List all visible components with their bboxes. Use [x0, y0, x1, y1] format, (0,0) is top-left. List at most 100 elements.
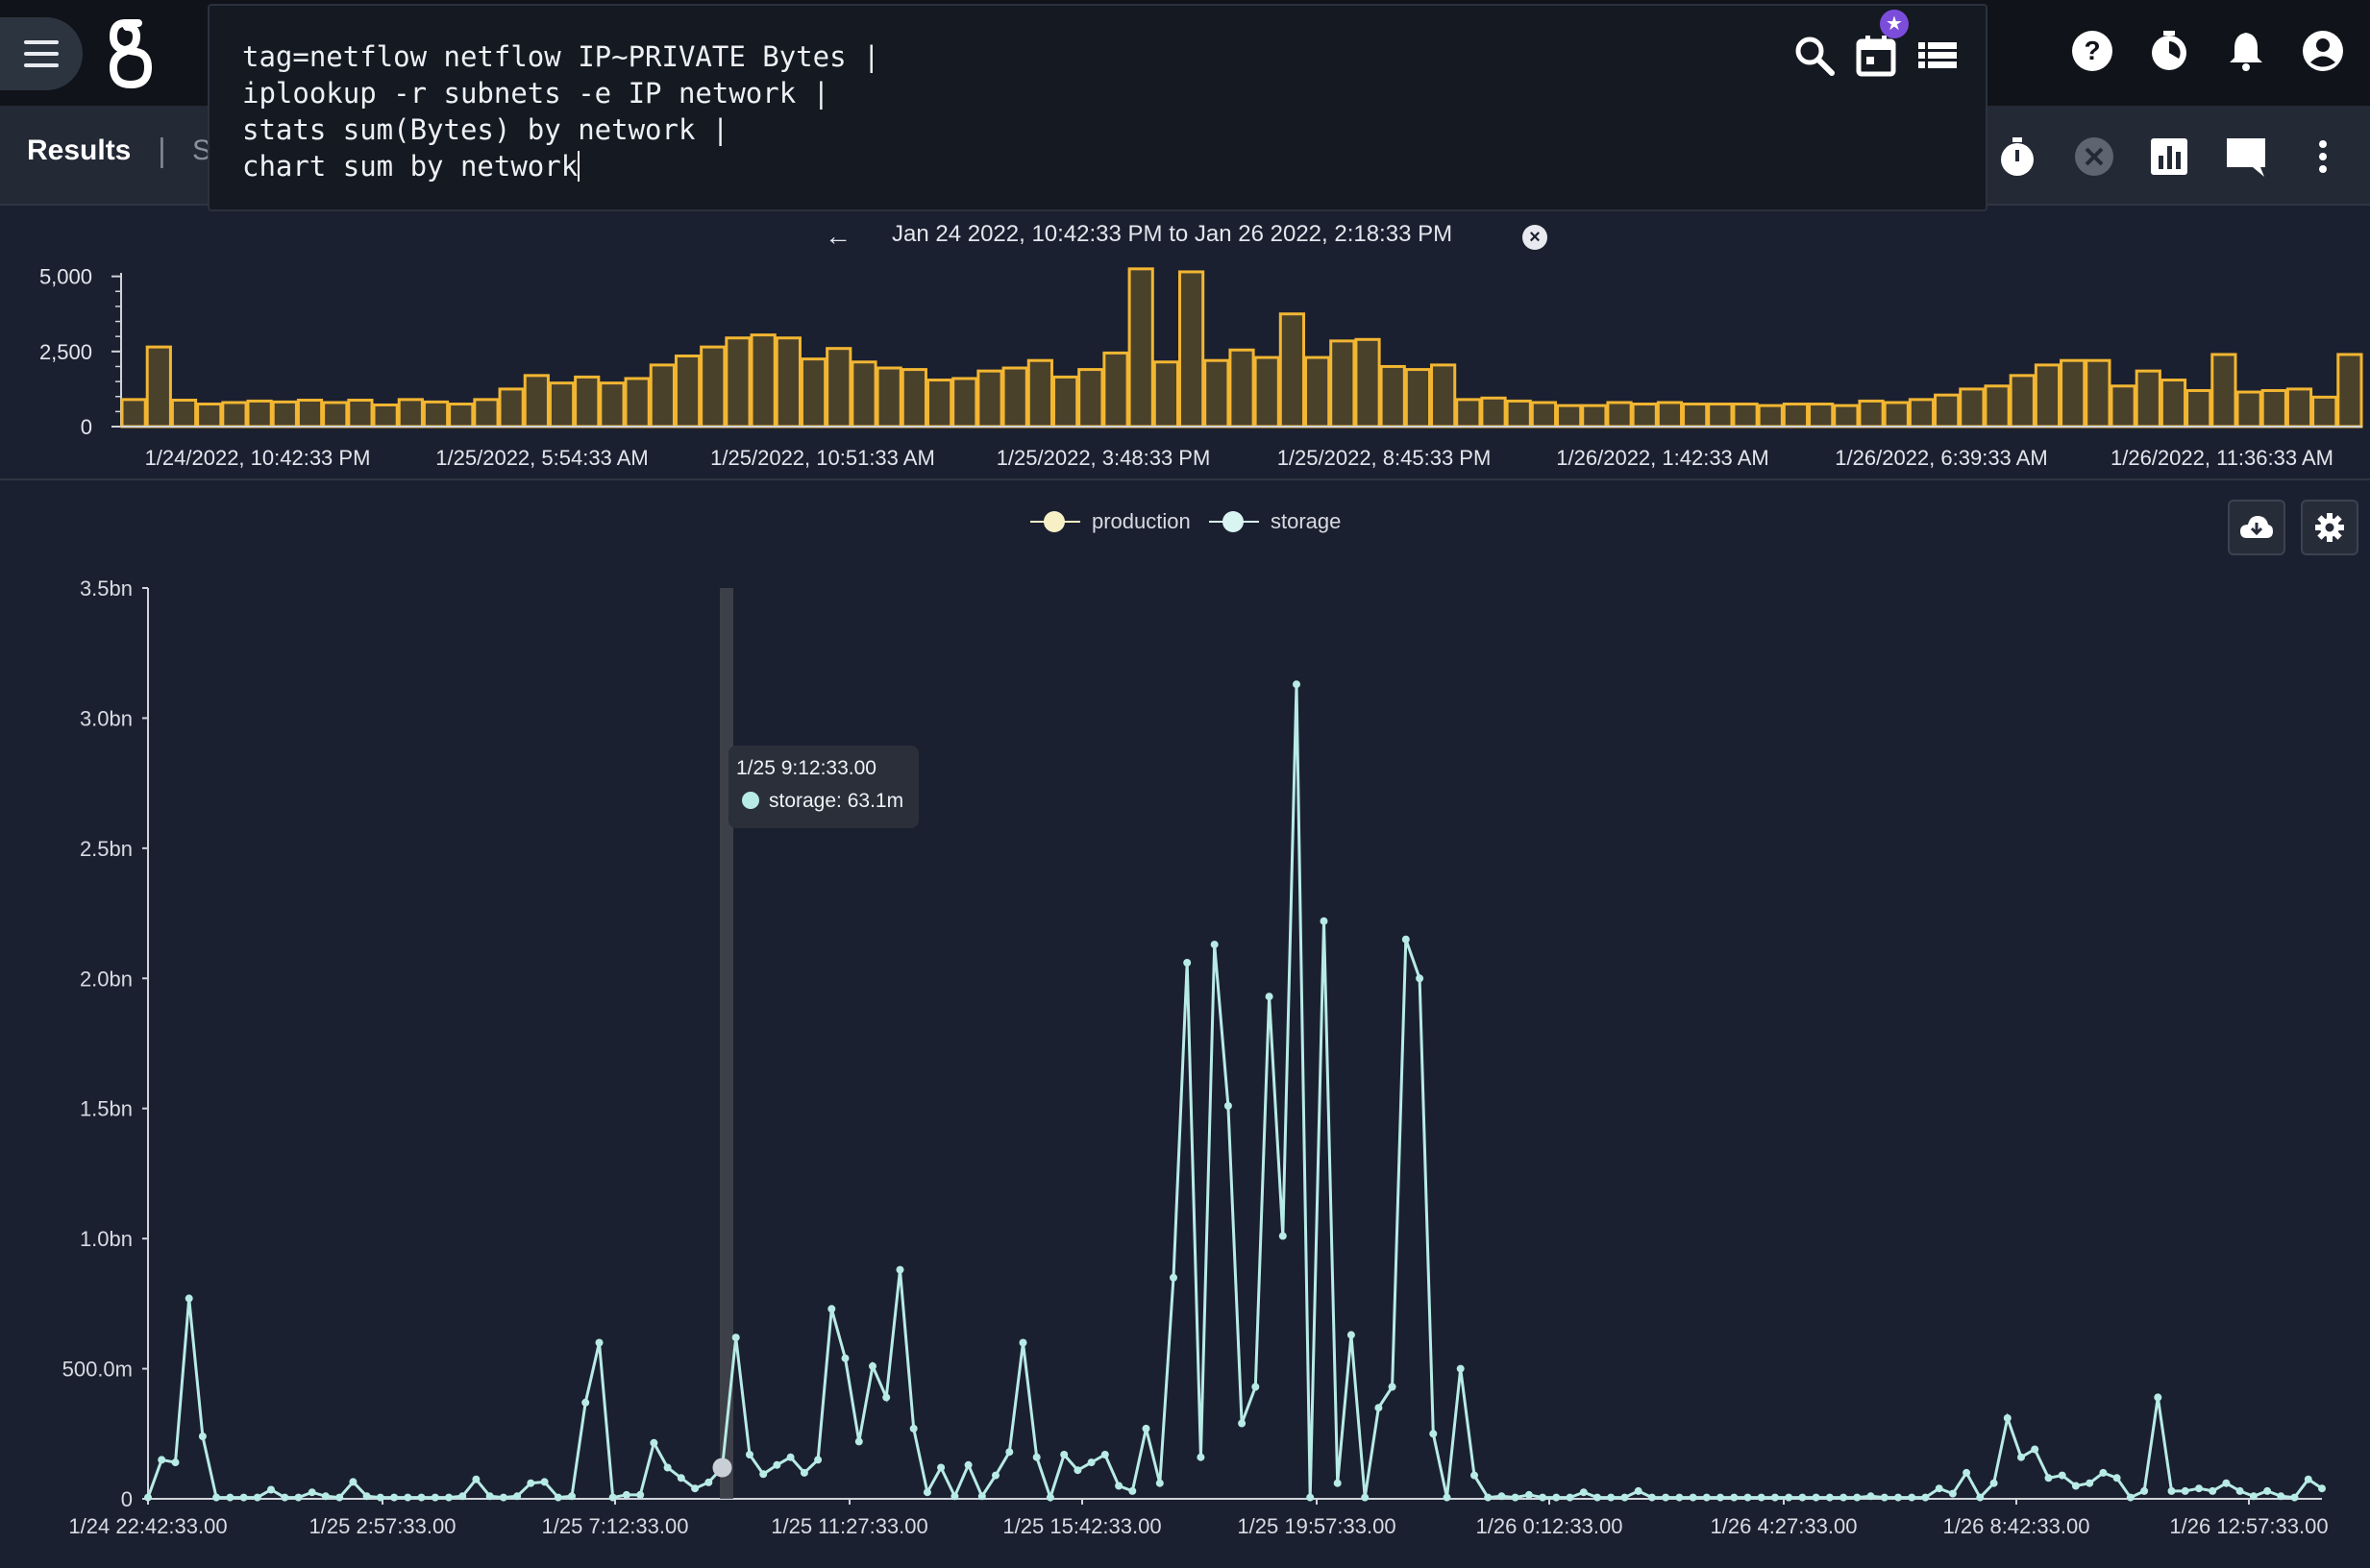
histogram-bar [1152, 360, 1179, 429]
data-point [171, 1458, 180, 1467]
calendar-icon[interactable] [1853, 33, 1899, 79]
data-point [1019, 1338, 1027, 1347]
data-point [458, 1492, 467, 1501]
data-point [2003, 1414, 2012, 1422]
histogram-bar [1102, 351, 1129, 429]
data-point [144, 1493, 152, 1502]
data-point [1880, 1493, 1889, 1502]
back-arrow-icon[interactable]: ← [825, 221, 852, 251]
histogram-bar [1077, 368, 1104, 429]
tab-truncated[interactable]: S [192, 135, 212, 166]
data-point [1456, 1364, 1465, 1373]
histogram-bar [2336, 353, 2363, 429]
tab-results[interactable]: Results [27, 135, 132, 166]
histogram-bar [1631, 403, 1658, 429]
overview-histogram[interactable]: 5,000 2,500 0 1/24/2022, 10:42:33 PM 1/25/20… [0, 254, 2370, 477]
histogram-bar [2034, 363, 2061, 429]
query-line: stats sum(Bytes) by network | [242, 113, 729, 146]
bar-chart-icon[interactable] [2147, 135, 2191, 179]
data-point [786, 1453, 795, 1461]
data-point [390, 1493, 399, 1502]
data-point [1484, 1493, 1493, 1502]
list-icon[interactable] [1914, 33, 1961, 79]
histogram-bar [170, 398, 198, 429]
x-tick-label: 1/26/2022, 1:42:33 AM [1556, 446, 1768, 470]
query-line: tag=netflow netflow IP~PRIVATE Bytes | [242, 40, 880, 73]
legend-item-storage[interactable]: storage [1209, 507, 1341, 536]
more-vert-icon[interactable] [2301, 135, 2345, 179]
timer-icon[interactable] [2147, 29, 2191, 73]
gravwell-logo[interactable] [104, 17, 158, 90]
histogram-bar [1858, 399, 1885, 429]
histogram-bar [1883, 401, 1910, 429]
data-point [896, 1265, 904, 1274]
settings-button[interactable] [2301, 500, 2358, 555]
histogram-bar [2110, 384, 2136, 429]
histogram-bar [1757, 404, 1784, 429]
data-point [1662, 1493, 1670, 1502]
hovered-point [712, 1458, 732, 1478]
x-tick-label: 1/24 22:42:33.00 [68, 1514, 227, 1538]
histogram-bar [750, 333, 777, 429]
cancel-icon[interactable] [2072, 135, 2116, 179]
histogram-bar [1934, 393, 1961, 429]
data-point [1470, 1471, 1478, 1480]
data-point [814, 1456, 823, 1464]
query-line: chart sum by network [242, 150, 579, 183]
query-editor[interactable]: tag=netflow netflow IP~PRIVATE Bytes | i… [208, 4, 1987, 211]
data-point [773, 1460, 781, 1469]
menu-button[interactable] [0, 17, 83, 90]
data-point [212, 1493, 221, 1502]
data-point [431, 1493, 439, 1502]
data-point [540, 1478, 549, 1486]
tooltip-time: 1/25 9:12:33.00 [736, 757, 876, 779]
y-tick-label: 1.5bn [80, 1097, 133, 1121]
legend-item-production[interactable]: production [1030, 507, 1191, 536]
x-tick-label: 1/26/2022, 11:36:33 AM [2111, 446, 2333, 470]
tab-separator: | [158, 133, 166, 169]
stopwatch-icon[interactable] [1995, 135, 2039, 179]
data-point [1251, 1383, 1260, 1391]
data-point [2154, 1393, 2162, 1402]
download-button[interactable] [2228, 500, 2285, 555]
histogram-bar [1203, 358, 1230, 429]
data-point [2195, 1484, 2203, 1493]
x-tick-label: 1/26 8:42:33.00 [1943, 1514, 2090, 1538]
histogram-bar [1556, 404, 1583, 429]
data-point [198, 1433, 207, 1440]
data-point [869, 1361, 876, 1370]
data-point [2209, 1486, 2217, 1495]
bell-icon[interactable] [2224, 29, 2268, 73]
comment-icon[interactable] [2224, 135, 2268, 179]
data-point [854, 1437, 863, 1446]
legend-label: storage [1271, 509, 1342, 533]
main-line-chart[interactable]: 3.5bn 3.0bn 2.5bn 2.0bn 1.5bn 1.0bn 500.0m 0 1/2… [0, 567, 2370, 1568]
data-point [937, 1463, 946, 1472]
data-point [1170, 1273, 1177, 1282]
help-icon[interactable]: ? [2070, 29, 2114, 73]
data-point [294, 1493, 303, 1502]
x-tick-label: 1/26 0:12:33.00 [1476, 1514, 1623, 1538]
data-point [513, 1492, 522, 1501]
data-point [2181, 1486, 2189, 1495]
tooltip-marker [742, 792, 759, 809]
data-point [1401, 935, 1410, 943]
gear-icon [2315, 513, 2344, 542]
account-icon[interactable] [2301, 29, 2345, 73]
data-point [1839, 1493, 1848, 1502]
histogram-bar [2260, 388, 2287, 429]
x-tick-label: 1/25 15:42:33.00 [1002, 1514, 1161, 1538]
data-point [691, 1484, 700, 1493]
data-point [1115, 1482, 1123, 1490]
query-text[interactable]: tag=netflow netflow IP~PRIVATE Bytes | i… [242, 38, 879, 184]
data-point [1566, 1493, 1574, 1502]
histogram-bar [2235, 390, 2262, 429]
data-point [1921, 1493, 1930, 1502]
search-icon[interactable] [1791, 33, 1838, 79]
clear-range-icon[interactable]: × [1522, 225, 1547, 250]
histogram-bar [674, 355, 702, 429]
data-point [472, 1475, 481, 1483]
data-point [308, 1488, 316, 1497]
data-point [1812, 1493, 1820, 1502]
data-point [1374, 1404, 1383, 1412]
